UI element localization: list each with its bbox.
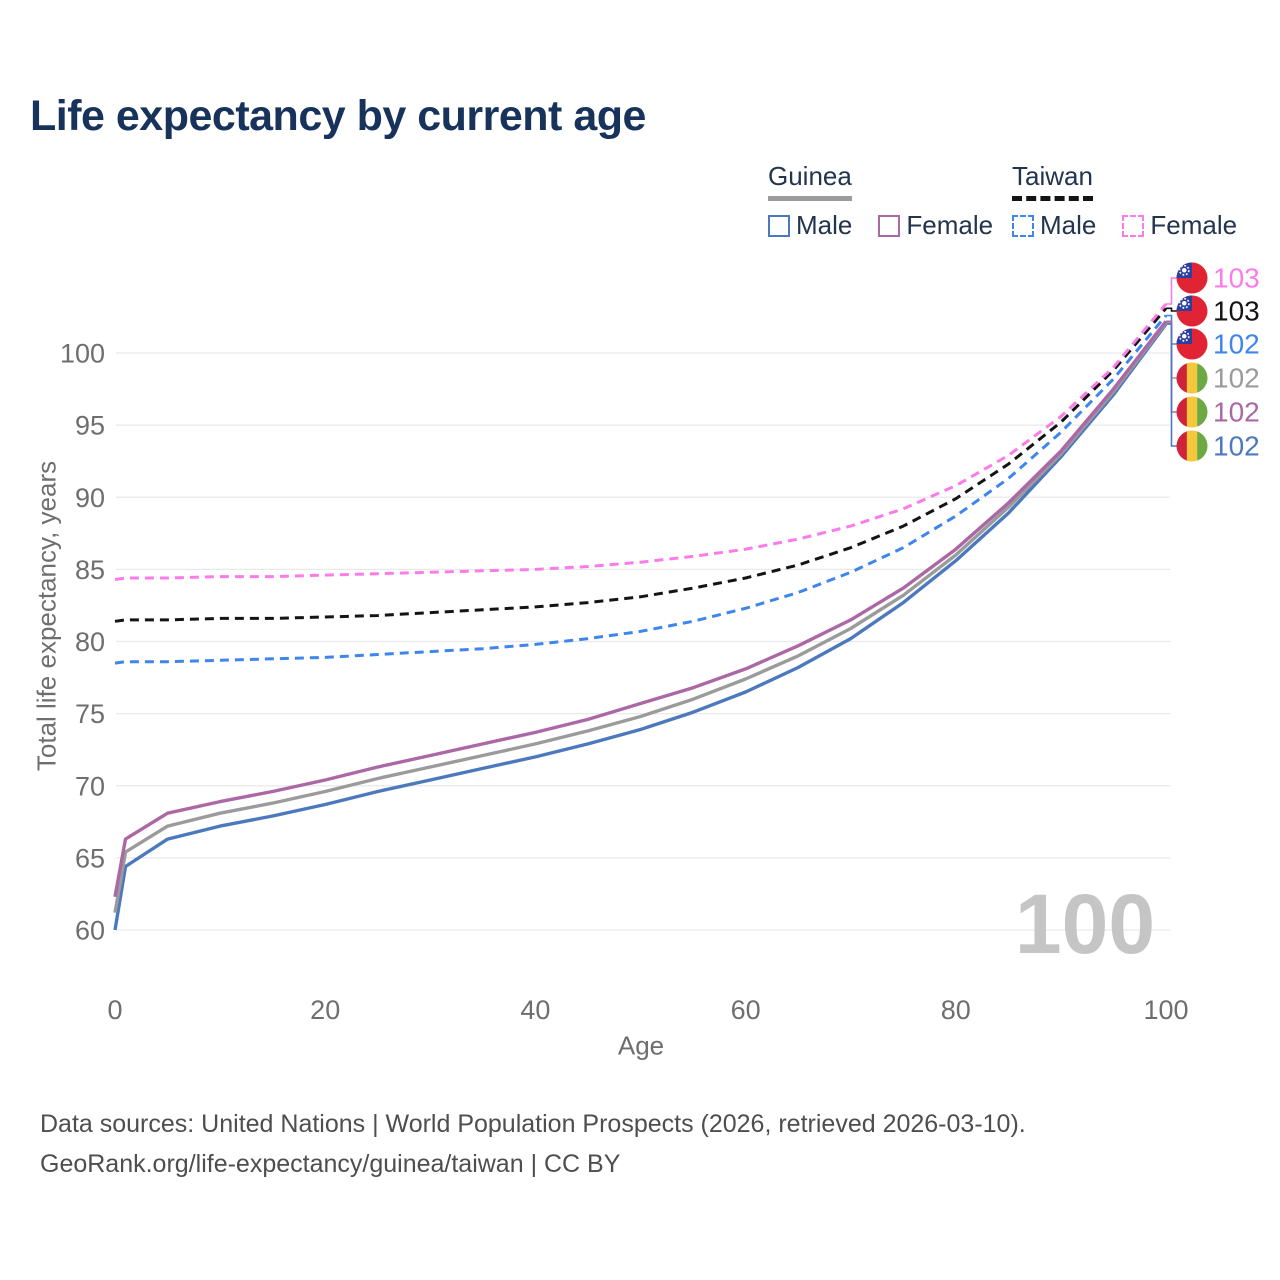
legend-item-taiwan-female-label: Female (1150, 210, 1238, 240)
legend-group-taiwan-title: Taiwan (1012, 161, 1093, 191)
guinea-female-swatch-icon (878, 214, 901, 237)
legend-group-guinea-title: Guinea (768, 161, 852, 191)
taiwan-flag-icon (1176, 328, 1208, 360)
y-tick-label-80: 80 (75, 627, 105, 657)
end-label-taiwan-male: 102 (1213, 329, 1260, 360)
legend-items-guinea: Male Female (768, 210, 993, 241)
leader-line-taiwan-total (1166, 307, 1177, 312)
y-tick-label-100: 100 (60, 339, 105, 369)
footer: Data sources: United Nations | World Pop… (40, 1104, 1026, 1184)
x-tick-label-20: 20 (310, 995, 340, 1025)
y-tick-label-70: 70 (75, 771, 105, 801)
legend-items-taiwan: Male Female (1012, 210, 1237, 241)
guinea-flag-icon (1176, 396, 1208, 428)
legend-item-taiwan-male[interactable]: Male (1012, 210, 1096, 241)
y-tick-label-60: 60 (75, 916, 105, 946)
y-tick-label-95: 95 (75, 411, 105, 441)
legend-item-guinea-male[interactable]: Male (768, 210, 852, 241)
page-title: Life expectancy by current age (30, 92, 646, 140)
legend-item-guinea-female[interactable]: Female (878, 210, 993, 241)
x-tick-label-60: 60 (731, 995, 761, 1025)
footer-attribution: GeoRank.org/life-expectancy/guinea/taiwa… (40, 1150, 621, 1178)
series-line-guinea-male[interactable] (113, 323, 1168, 931)
legend-item-guinea-male-label: Male (796, 210, 853, 240)
legend-group-taiwan-header[interactable]: Taiwan (1012, 161, 1093, 201)
taiwan-flag-icon (1176, 262, 1208, 294)
guinea-male-swatch-icon (768, 214, 790, 237)
x-tick-label-100: 100 (1143, 995, 1188, 1025)
taiwan-female-swatch-icon (1122, 214, 1145, 237)
guinea-flag-icon (1176, 362, 1208, 394)
legend-item-taiwan-female[interactable]: Female (1122, 210, 1237, 241)
series-line-guinea-total[interactable] (113, 321, 1168, 913)
legend-item-guinea-female-label: Female (906, 210, 994, 240)
series-line-guinea-female[interactable] (113, 320, 1168, 898)
x-tick-label-40: 40 (520, 995, 550, 1025)
x-axis-title: Age (617, 1030, 665, 1061)
legend-group-guinea-header[interactable]: Guinea (768, 161, 852, 201)
guinea-flag-icon (1176, 430, 1208, 462)
series-line-taiwan-total[interactable] (114, 307, 1168, 623)
leader-line-guinea-male (1166, 323, 1177, 447)
x-tick-label-80: 80 (941, 995, 971, 1025)
y-axis-title: Total life expectancy, years (31, 460, 62, 772)
legend-group-taiwan: Taiwan Male Female (1012, 161, 1237, 241)
footer-data-sources: Data sources: United Nations | World Pop… (40, 1110, 1026, 1138)
series-line-taiwan-male[interactable] (114, 314, 1168, 665)
legend-item-taiwan-male-label: Male (1040, 210, 1097, 240)
y-tick-label-85: 85 (75, 555, 105, 585)
end-label-guinea-female: 102 (1213, 397, 1260, 428)
watermark: 100 (1015, 877, 1155, 971)
taiwan-flag-icon (1176, 295, 1208, 327)
y-tick-label-75: 75 (75, 699, 105, 729)
end-label-taiwan-total: 103 (1213, 296, 1260, 327)
y-tick-label-65: 65 (75, 843, 105, 873)
taiwan-male-swatch-icon (1012, 214, 1034, 237)
end-label-guinea-male: 102 (1213, 431, 1260, 462)
end-label-guinea-total: 102 (1213, 363, 1260, 394)
series-line-taiwan-female[interactable] (114, 303, 1168, 581)
end-label-taiwan-female: 103 (1213, 263, 1260, 294)
legend-group-guinea: Guinea Male Female (768, 161, 993, 241)
leader-line-taiwan-female (1166, 277, 1177, 305)
x-tick-label-0: 0 (107, 995, 122, 1025)
y-tick-label-90: 90 (75, 483, 105, 513)
